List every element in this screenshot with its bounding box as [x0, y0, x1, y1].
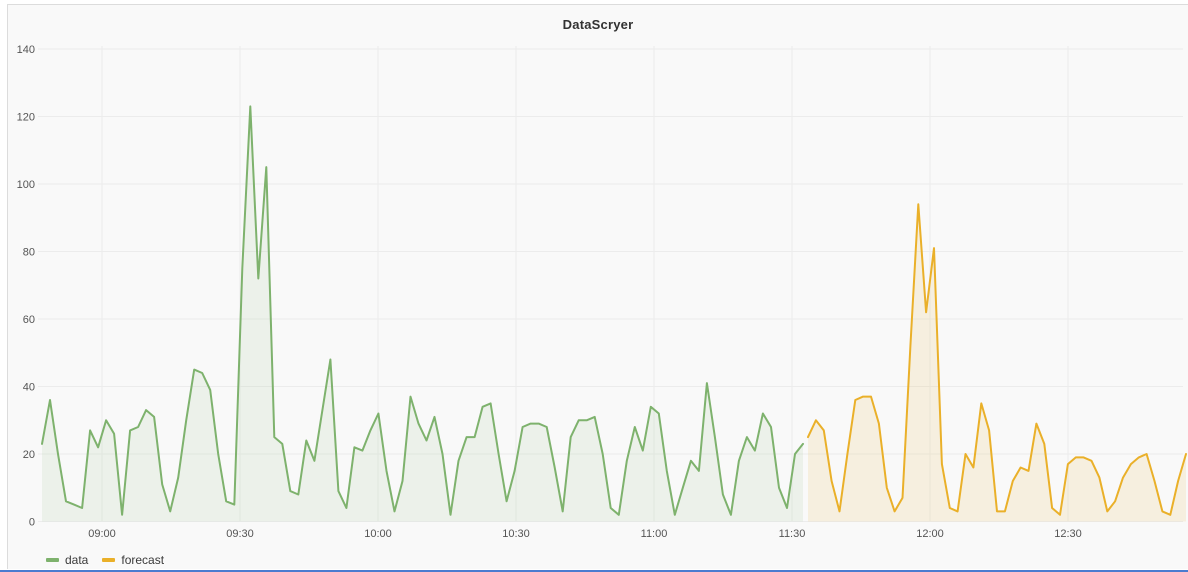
legend-swatch-forecast [102, 558, 116, 562]
window-bottom-edge [0, 570, 1188, 572]
y-tick-label: 60 [23, 314, 35, 326]
data-series-fill [42, 106, 803, 522]
x-tick-label: 10:00 [364, 528, 392, 540]
legend-swatch-data [46, 558, 59, 562]
x-tick-label: 12:30 [1054, 528, 1082, 540]
x-tick-label: 09:30 [226, 528, 254, 540]
y-tick-label: 120 [17, 112, 35, 124]
grid-lines [38, 46, 1183, 522]
graph-panel: DataScryer [7, 4, 1188, 569]
forecast-series-line [807, 203, 1187, 516]
legend: data forecast [46, 552, 164, 568]
x-tick-label: 11:30 [779, 528, 806, 540]
y-tick-label: 80 [23, 247, 35, 259]
legend-label: forecast [121, 553, 165, 567]
axis-labels: 0 20 40 60 80 100 120 140 09:00 09:30 10:00 10:30 11… [17, 44, 1082, 540]
y-tick-label: 100 [17, 179, 35, 191]
x-tick-label: 12:00 [916, 528, 944, 540]
y-tick-label: 0 [29, 517, 35, 529]
data-series-line [41, 105, 804, 516]
forecast-series-fill [808, 204, 1186, 522]
x-tick-label: 10:30 [502, 528, 530, 540]
legend-item-data[interactable]: data [46, 553, 88, 567]
x-tick-label: 11:00 [641, 528, 668, 540]
y-tick-label: 140 [17, 44, 35, 56]
legend-label: data [65, 553, 89, 567]
panel-title[interactable]: DataScryer [562, 17, 634, 32]
y-tick-label: 20 [23, 449, 35, 461]
legend-item-forecast[interactable]: forecast [102, 553, 164, 567]
x-tick-label: 09:00 [88, 528, 116, 540]
y-tick-label: 40 [23, 382, 35, 394]
